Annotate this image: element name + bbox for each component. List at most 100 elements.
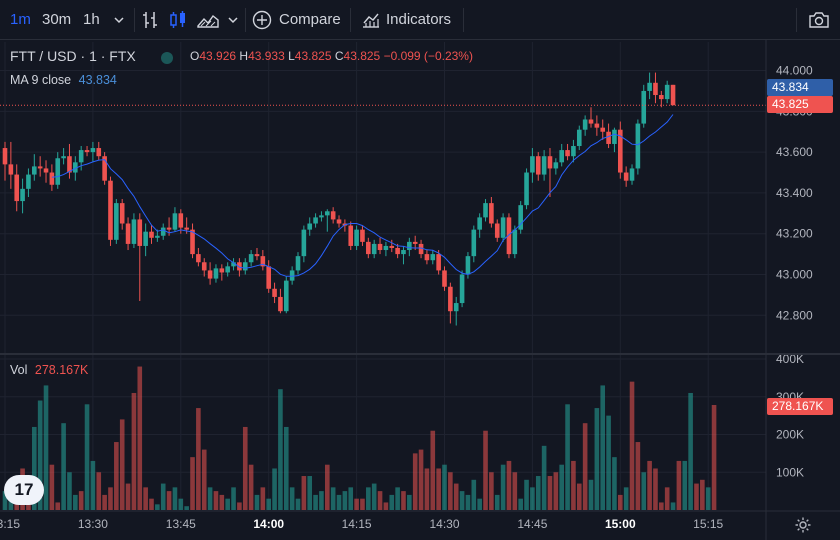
toolbar-divider bbox=[350, 8, 351, 32]
volume-bar bbox=[705, 487, 711, 510]
candle-body bbox=[430, 254, 436, 261]
volume-bar bbox=[225, 498, 230, 510]
volume-bar bbox=[711, 404, 717, 510]
candles-style-icon[interactable] bbox=[168, 10, 188, 35]
volume-bar bbox=[407, 494, 412, 510]
candle-body bbox=[571, 146, 576, 157]
volume-bar bbox=[383, 502, 389, 510]
ohlc-key: L bbox=[288, 49, 295, 63]
volume-bar bbox=[201, 449, 207, 510]
last-price-badge: 43.825 bbox=[767, 96, 833, 113]
candle-body bbox=[8, 164, 14, 175]
candle-body bbox=[395, 247, 400, 255]
tradingview-logo[interactable]: 17 bbox=[4, 475, 44, 505]
volume-bar bbox=[641, 472, 647, 510]
volume-bar bbox=[248, 464, 254, 510]
candle-body bbox=[166, 227, 172, 230]
candle-body bbox=[67, 156, 72, 173]
candle-body bbox=[518, 205, 523, 230]
volume-bar bbox=[664, 487, 670, 510]
symbol-title[interactable]: FTT / USD · 1 · FTX bbox=[10, 48, 136, 64]
candle-body bbox=[125, 223, 131, 244]
candle-body bbox=[600, 127, 606, 132]
chart-axes: 44.00043.80043.60043.40043.20043.00042.8… bbox=[0, 40, 840, 540]
candlesticks bbox=[2, 72, 676, 326]
camera-snapshot-icon[interactable] bbox=[808, 10, 830, 35]
settings-gear-icon[interactable] bbox=[794, 516, 812, 539]
candle-body bbox=[96, 148, 102, 157]
compare-button[interactable]: Compare bbox=[279, 11, 341, 28]
candle-body bbox=[213, 268, 219, 279]
volume-bar bbox=[102, 494, 107, 510]
candle-body bbox=[635, 123, 641, 169]
candle-body bbox=[2, 148, 8, 165]
chart-style-dropdown-chevron-icon[interactable] bbox=[226, 10, 240, 35]
area-style-icon[interactable] bbox=[196, 10, 220, 35]
toolbar-divider bbox=[463, 8, 464, 32]
candle-body bbox=[541, 156, 547, 175]
candle-body bbox=[313, 217, 318, 224]
volume-bar bbox=[231, 487, 236, 510]
ohlc-key: O bbox=[190, 49, 200, 63]
candle-body bbox=[49, 172, 55, 185]
candle-body bbox=[43, 168, 49, 173]
ma-legend-value: 43.834 bbox=[78, 73, 117, 87]
candle-body bbox=[84, 150, 90, 153]
candle-body bbox=[459, 274, 465, 304]
volume-bar bbox=[606, 415, 611, 510]
volume-bar bbox=[559, 464, 564, 510]
candle-body bbox=[553, 162, 559, 169]
candle-body bbox=[442, 270, 447, 287]
interval-30m[interactable]: 30m bbox=[42, 11, 72, 28]
volume-bar bbox=[73, 494, 78, 510]
candle-body bbox=[664, 84, 670, 100]
candle-body bbox=[336, 219, 342, 224]
candle-body bbox=[260, 256, 266, 267]
candle-body bbox=[237, 262, 242, 271]
ohlc-key: H bbox=[239, 49, 249, 63]
candle-body bbox=[207, 270, 213, 279]
candle-body bbox=[295, 256, 301, 271]
candle-body bbox=[582, 119, 588, 130]
indicators-button[interactable]: Indicators bbox=[386, 11, 452, 28]
volume-bar bbox=[418, 449, 424, 510]
price-chart[interactable]: 44.00043.80043.60043.40043.20043.00042.8… bbox=[0, 40, 840, 540]
compare-plus-icon[interactable] bbox=[252, 10, 272, 35]
volume-bar bbox=[483, 430, 488, 510]
volume-bar bbox=[535, 476, 541, 510]
candle-body bbox=[26, 174, 31, 189]
interval-dropdown-chevron-icon[interactable] bbox=[112, 10, 126, 35]
time-tick-label: 14:00 bbox=[253, 517, 284, 531]
volume-bar bbox=[541, 445, 547, 510]
candle-body bbox=[348, 225, 354, 246]
ohlc-values: O43.926 H43.933 L43.825 C43.825 −0.099 (… bbox=[190, 49, 473, 63]
bar-style-icon[interactable] bbox=[140, 10, 160, 35]
indicators-icon[interactable] bbox=[361, 10, 381, 35]
candle-body bbox=[196, 254, 201, 263]
volume-bar bbox=[190, 457, 195, 510]
candle-body bbox=[453, 303, 459, 312]
interval-1m[interactable]: 1m bbox=[10, 11, 31, 28]
candle-body bbox=[629, 168, 635, 181]
volume-bar bbox=[395, 487, 400, 510]
candle-body bbox=[143, 231, 148, 246]
candle-body bbox=[272, 288, 277, 297]
volume-bar bbox=[114, 442, 119, 510]
interval-1h[interactable]: 1h bbox=[83, 11, 100, 28]
volume-bar bbox=[377, 491, 383, 510]
candle-body bbox=[535, 156, 541, 175]
candle-body bbox=[407, 241, 412, 251]
candle-body bbox=[149, 231, 154, 238]
volume-legend[interactable]: Vol 278.167K bbox=[10, 363, 88, 377]
time-tick-label: 13:15 bbox=[0, 517, 20, 531]
ma-legend[interactable]: MA 9 close 43.834 bbox=[10, 73, 117, 87]
volume-bar bbox=[448, 472, 453, 510]
ma-line bbox=[51, 114, 674, 277]
volume-bar bbox=[629, 381, 635, 510]
volume-bar bbox=[78, 491, 84, 510]
candle-body bbox=[612, 129, 617, 144]
volume-bar bbox=[459, 491, 465, 510]
candle-body bbox=[155, 235, 160, 238]
candle-body bbox=[108, 180, 113, 240]
volume-bar bbox=[453, 483, 459, 510]
